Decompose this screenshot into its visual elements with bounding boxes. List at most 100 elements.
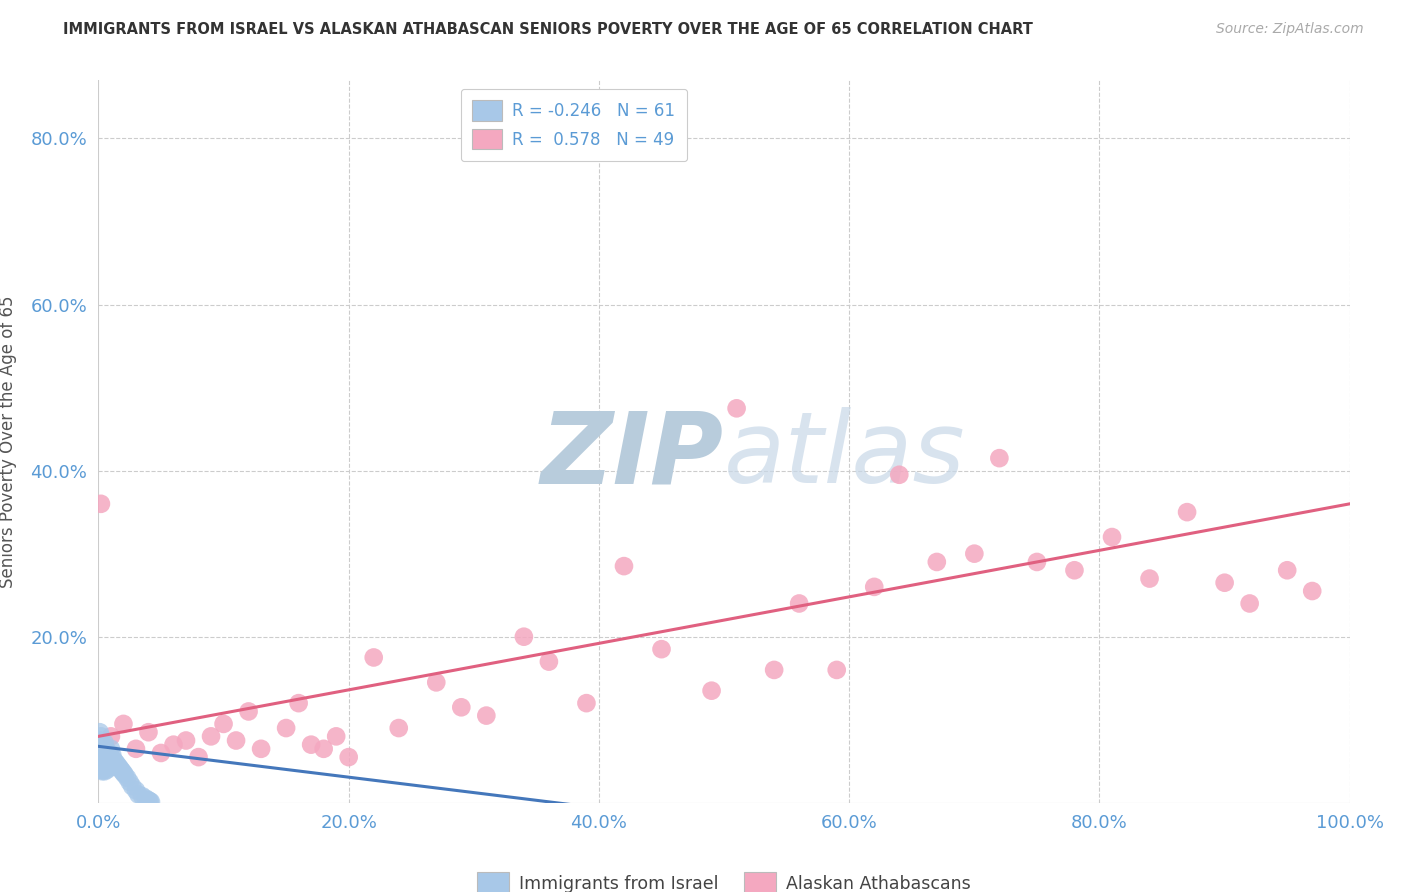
Point xyxy=(94,761,117,775)
Point xyxy=(90,497,112,511)
Point xyxy=(93,756,115,771)
Point xyxy=(91,750,114,764)
Point xyxy=(89,763,111,777)
Point xyxy=(450,700,472,714)
Point xyxy=(138,793,160,807)
Point xyxy=(96,744,118,758)
Point xyxy=(325,730,347,744)
Point xyxy=(312,741,335,756)
Point xyxy=(118,775,141,789)
Point xyxy=(101,756,124,770)
Point xyxy=(139,795,162,809)
Point xyxy=(98,758,121,772)
Point xyxy=(125,783,148,797)
Point xyxy=(91,743,114,757)
Point xyxy=(91,764,114,779)
Point xyxy=(112,717,135,731)
Point xyxy=(125,741,148,756)
Point xyxy=(1101,530,1123,544)
Point xyxy=(1175,505,1198,519)
Point xyxy=(89,733,111,747)
Point xyxy=(111,764,134,779)
Text: Source: ZipAtlas.com: Source: ZipAtlas.com xyxy=(1216,22,1364,37)
Point xyxy=(90,741,112,756)
Point xyxy=(388,721,411,735)
Point xyxy=(200,730,222,744)
Point xyxy=(725,401,748,416)
Point xyxy=(787,597,810,611)
Point xyxy=(650,642,672,657)
Point xyxy=(105,757,128,772)
Point xyxy=(513,630,536,644)
Point xyxy=(93,749,115,764)
Point xyxy=(162,738,184,752)
Point xyxy=(90,730,112,744)
Point xyxy=(988,451,1011,466)
Point xyxy=(93,763,115,777)
Point xyxy=(963,547,986,561)
Point xyxy=(825,663,848,677)
Point xyxy=(763,663,786,677)
Point xyxy=(90,736,112,750)
Point xyxy=(93,753,115,767)
Point xyxy=(1239,597,1261,611)
Point xyxy=(93,739,115,754)
Point xyxy=(575,696,598,710)
Point xyxy=(363,650,385,665)
Point xyxy=(100,751,122,765)
Point xyxy=(274,721,298,735)
Point xyxy=(1301,584,1323,599)
Point xyxy=(98,747,121,762)
Point xyxy=(93,736,115,750)
Point xyxy=(97,756,120,770)
Point xyxy=(97,746,120,760)
Point xyxy=(107,759,129,773)
Point xyxy=(101,747,124,762)
Point xyxy=(425,675,447,690)
Point xyxy=(94,741,117,756)
Point xyxy=(103,753,125,767)
Point xyxy=(93,743,115,757)
Point xyxy=(135,791,157,805)
Point xyxy=(889,467,911,482)
Point xyxy=(96,763,118,777)
Point xyxy=(138,725,160,739)
Text: IMMIGRANTS FROM ISRAEL VS ALASKAN ATHABASCAN SENIORS POVERTY OVER THE AGE OF 65 : IMMIGRANTS FROM ISRAEL VS ALASKAN ATHABA… xyxy=(63,22,1033,37)
Point xyxy=(110,763,132,777)
Point xyxy=(100,760,122,774)
Point xyxy=(90,747,112,762)
Point xyxy=(1277,563,1299,577)
Point xyxy=(700,683,723,698)
Point xyxy=(90,754,112,768)
Point xyxy=(112,765,135,780)
Point xyxy=(299,738,322,752)
Point xyxy=(91,738,114,752)
Point xyxy=(90,763,112,777)
Point xyxy=(613,559,636,574)
Point xyxy=(108,761,131,775)
Point xyxy=(127,788,149,802)
Point xyxy=(150,746,173,760)
Point xyxy=(96,753,118,767)
Point xyxy=(1139,572,1161,586)
Point xyxy=(89,746,111,760)
Point xyxy=(89,725,111,739)
Point xyxy=(537,655,560,669)
Point xyxy=(174,733,197,747)
Point xyxy=(89,754,111,768)
Point xyxy=(115,771,138,785)
Point xyxy=(225,733,247,747)
Point xyxy=(114,767,136,781)
Point xyxy=(100,741,122,756)
Point xyxy=(1213,575,1236,590)
Text: atlas: atlas xyxy=(724,408,966,505)
Point xyxy=(287,696,309,710)
Point xyxy=(94,750,117,764)
Point xyxy=(138,794,160,808)
Point xyxy=(475,708,498,723)
Point xyxy=(131,789,153,804)
Point xyxy=(93,764,115,779)
Text: ZIP: ZIP xyxy=(541,408,724,505)
Legend: Immigrants from Israel, Alaskan Athabascans: Immigrants from Israel, Alaskan Athabasc… xyxy=(467,862,981,892)
Point xyxy=(337,750,360,764)
